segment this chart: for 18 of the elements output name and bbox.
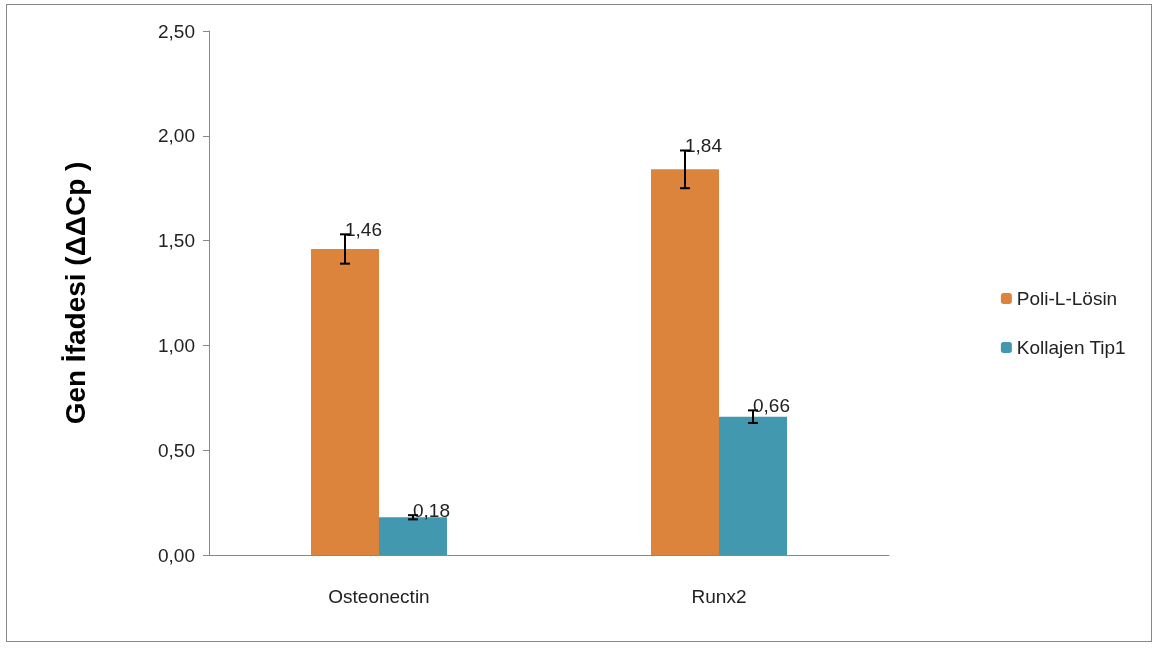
y-tick-label: 1,50	[158, 230, 195, 252]
x-tick-label: Runx2	[691, 586, 747, 607]
legend-label: Poli-L-Lösin	[1016, 288, 1118, 309]
y-tick-label: 2,00	[158, 125, 195, 147]
y-tick-label: 0,00	[158, 544, 195, 566]
data-label: 1,46	[345, 219, 382, 241]
bar	[311, 248, 379, 555]
legend-label: Kollajen Tip1	[1016, 337, 1126, 358]
bar	[719, 416, 787, 555]
data-label: 0,66	[753, 395, 790, 417]
bar	[651, 169, 719, 555]
y-tick-label: 0,50	[158, 439, 195, 461]
x-tick-label: Osteonectin	[328, 586, 430, 607]
data-label: 0,18	[413, 500, 450, 522]
y-tick-label: 1,00	[158, 334, 195, 356]
y-tick-label: 2,50	[158, 20, 195, 42]
data-label: 1,84	[685, 135, 723, 157]
y-axis-title: Gen İfadesi (ΔΔCp )	[59, 161, 91, 425]
